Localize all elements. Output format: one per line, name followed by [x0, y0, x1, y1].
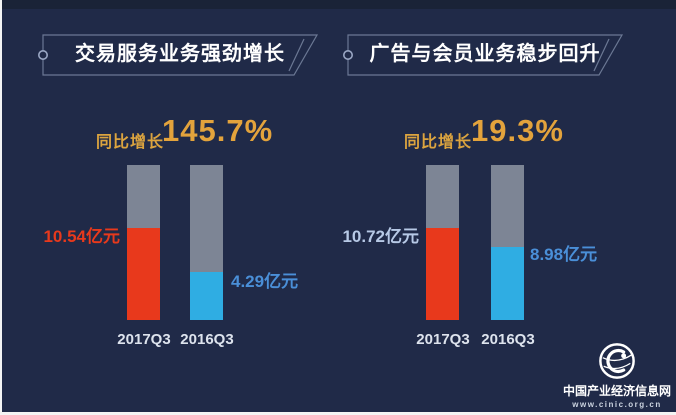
bar-fill-2016q3 — [491, 247, 524, 320]
category-label-2016q3: 2016Q3 — [481, 331, 535, 348]
bar-value-label-2016q3: 8.98亿元 — [530, 245, 598, 264]
bar-fill-2017q3 — [426, 228, 459, 320]
title-box-dot-icon — [343, 49, 353, 60]
section-title-box — [343, 34, 624, 76]
bar-track-2017q3 — [127, 165, 160, 320]
top-strip — [0, 0, 676, 9]
bar-value-label-2017q3: 10.72亿元 — [342, 227, 419, 246]
image-edge-left — [0, 0, 2, 415]
section-title: 广告与会员业务稳步回升 — [369, 43, 601, 65]
bar-value-label-2016q3: 4.29亿元 — [231, 272, 299, 291]
site-name: 中国产业经济信息网 — [562, 384, 671, 398]
image-edge-bottom — [0, 412, 676, 415]
growth-rate-value: 19.3% — [471, 113, 564, 148]
category-label-2017q3: 2017Q3 — [416, 331, 470, 348]
category-label-2017q3: 2017Q3 — [117, 331, 171, 348]
category-label-2016q3: 2016Q3 — [180, 331, 234, 348]
bar-value-label-2017q3: 10.54亿元 — [43, 227, 120, 246]
site-url: www.cinic.org.cn — [572, 400, 662, 409]
growth-rate-value: 145.7% — [162, 113, 274, 148]
title-box-dot-icon — [38, 49, 48, 60]
growth-rate-label: 同比增长 — [404, 134, 473, 151]
bar-track-2016q3 — [491, 165, 524, 320]
bar-track-2016q3 — [190, 165, 223, 320]
bar-fill-2017q3 — [127, 228, 160, 320]
section-title-box — [38, 34, 319, 76]
growth-rate-label: 同比增长 — [96, 134, 165, 151]
section-title: 交易服务业务强劲增长 — [75, 43, 285, 65]
bar-fill-2016q3 — [190, 272, 223, 320]
cinic-watermark: 中国产业经济信息网 www.cinic.org.cn — [558, 342, 676, 409]
globe-icon — [599, 343, 635, 379]
bar-track-2017q3 — [426, 165, 459, 320]
